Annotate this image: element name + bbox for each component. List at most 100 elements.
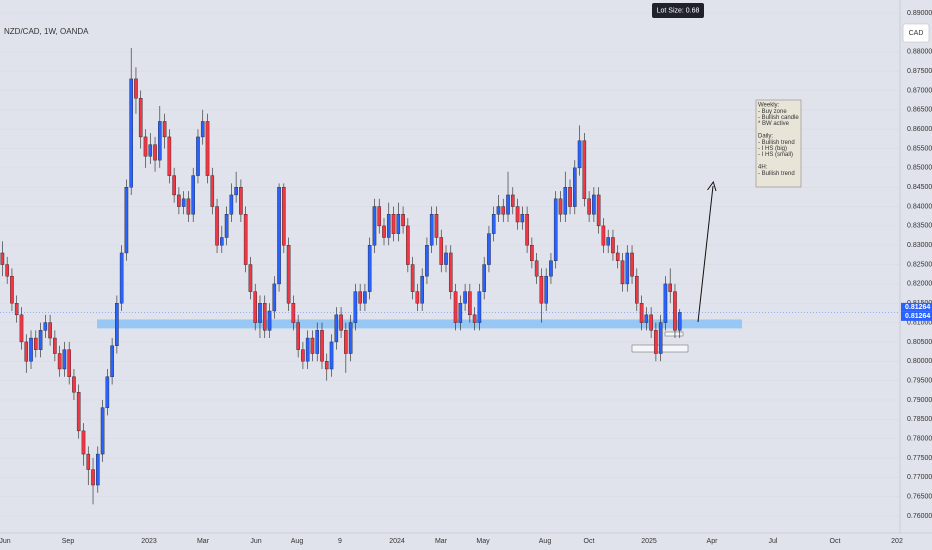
- note: Weekly:- Buy zone- Bullish candle* BW ac…: [758, 103, 799, 177]
- candle-body: [324, 361, 329, 370]
- note-item: - Buy zone: [758, 109, 787, 115]
- candle-body: [353, 291, 358, 323]
- candle-body: [630, 252, 634, 277]
- candle-body: [119, 252, 124, 304]
- lot-size-badge: [652, 3, 704, 18]
- candle-body: [553, 198, 558, 261]
- currency-box: [902, 23, 930, 43]
- candle-body: [639, 303, 644, 323]
- y-tick-label: 0.77500: [907, 455, 932, 462]
- candle-body: [663, 283, 668, 323]
- y-tick-label: 0.77000: [907, 474, 932, 481]
- candle-body: [544, 275, 548, 304]
- candle-body: [272, 283, 277, 312]
- note-item: - Bullish trend: [758, 140, 795, 146]
- candle-body: [329, 341, 334, 370]
- currency: CAD: [909, 30, 924, 37]
- candle-body: [296, 322, 300, 350]
- candle-body: [215, 206, 219, 246]
- candle-body: [253, 291, 258, 323]
- candle-body: [568, 187, 572, 207]
- candle-body: [344, 330, 348, 354]
- price-label: 0.81264: [905, 313, 930, 320]
- x-tick-label: 202: [891, 538, 903, 545]
- candle-body: [587, 198, 591, 215]
- candle-body: [506, 194, 510, 215]
- y-tick-label: 0.83000: [907, 242, 932, 249]
- candle-body: [334, 314, 339, 343]
- candle-body: [234, 187, 238, 196]
- price-axis: [900, 0, 932, 550]
- candle-body: [487, 233, 491, 265]
- lot-size: Lot Size: 0.68: [657, 7, 700, 14]
- x-tick-label: Jun: [0, 538, 11, 545]
- candle-body: [563, 187, 568, 215]
- y-tick-label: 0.84000: [907, 203, 932, 210]
- candle-body: [24, 341, 29, 362]
- candle-body: [105, 376, 110, 408]
- candle-body: [286, 245, 291, 304]
- candle-body: [210, 175, 215, 207]
- note-item: * BW active: [758, 121, 790, 127]
- candle-body: [310, 337, 315, 354]
- candle-body: [95, 453, 100, 486]
- y-tick-label: 0.80000: [907, 358, 932, 365]
- candle-body: [472, 314, 477, 323]
- candle-body: [43, 322, 48, 331]
- candle-body: [196, 136, 200, 176]
- candle-body: [224, 214, 229, 238]
- x-tick-label: Oct: [830, 538, 841, 545]
- candle-body: [410, 264, 415, 292]
- candle-body: [601, 225, 606, 246]
- candle-body: [86, 453, 91, 470]
- note-heading: Weekly:: [758, 103, 780, 109]
- price-label-bg: [901, 311, 932, 321]
- candle-body: [5, 264, 9, 277]
- candle-body: [439, 237, 444, 265]
- candle-body: [658, 322, 663, 354]
- y-tick-label: 0.78500: [907, 416, 932, 423]
- candle-body: [401, 214, 405, 227]
- candle-body: [348, 322, 353, 354]
- candle-body: [363, 291, 367, 304]
- candle-body: [496, 206, 501, 215]
- zone-layer: [97, 319, 742, 329]
- candle-body: [239, 187, 243, 215]
- y-tick-label: 0.85000: [907, 165, 932, 172]
- candle-body: [53, 337, 57, 354]
- candle-body: [62, 349, 67, 370]
- candle-body: [463, 291, 467, 304]
- price-label: 0.81264: [905, 304, 930, 311]
- candle-body: [420, 275, 424, 304]
- candle-body: [29, 337, 33, 362]
- candle-body: [205, 121, 210, 176]
- y-tick-label: 0.85500: [907, 145, 932, 152]
- candle-body: [291, 303, 296, 323]
- candle-body: [143, 136, 148, 157]
- candle-body: [320, 330, 324, 362]
- note-item: - I HS (small): [758, 152, 793, 158]
- candle-body: [153, 144, 157, 161]
- candle-body: [477, 291, 482, 323]
- candle-body: [339, 314, 343, 331]
- candles: [0, 47, 682, 505]
- candle-body: [406, 225, 410, 265]
- y-tick-label: 0.83500: [907, 223, 932, 230]
- candle-body: [625, 252, 630, 285]
- candle-body: [573, 167, 577, 207]
- candle-body: [458, 303, 463, 323]
- y-tick-label: 0.80500: [907, 339, 932, 346]
- x-tick-label: Aug: [291, 538, 304, 545]
- candle-body: [76, 392, 81, 432]
- candle-body: [611, 237, 615, 254]
- y-tick-label: 0.86000: [907, 126, 932, 133]
- candle-body: [448, 252, 453, 292]
- candle-body: [191, 175, 196, 215]
- candle-body: [315, 330, 320, 354]
- candle-body: [158, 121, 162, 161]
- candle-body: [372, 206, 377, 246]
- x-tick-label: Aug: [539, 538, 552, 545]
- note-item: - Bullish candle: [758, 115, 799, 121]
- candle-body: [10, 275, 14, 304]
